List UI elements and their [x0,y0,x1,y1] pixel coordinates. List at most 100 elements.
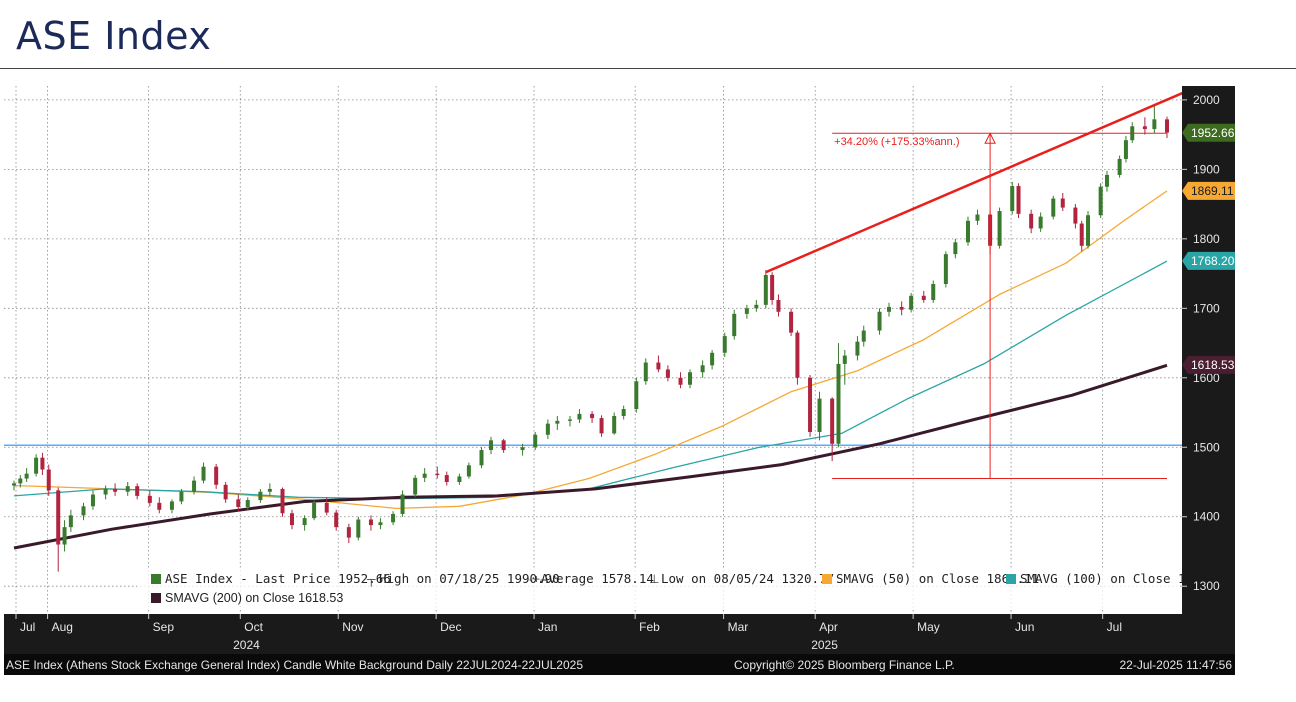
candle-body [488,440,493,451]
candle-body [710,352,715,366]
candle-body [842,355,847,364]
candle-body [763,274,768,305]
candle-body [931,284,936,300]
legend-text: Average 1578.14 [541,571,654,586]
candle-body [808,377,813,432]
candle-body [435,473,440,476]
candle-body [744,308,749,314]
legend-swatch-sma50 [822,574,832,584]
candle-body [1073,207,1078,224]
candle-body [899,306,904,310]
candle-body [1123,140,1128,159]
candle-body [1117,158,1122,175]
legend-text: ASE Index - Last Price 1952.66 [165,571,391,586]
candle-body [391,513,396,523]
candle-body [795,332,800,378]
price-tag-last [1182,123,1235,142]
candle-body [56,490,61,545]
candle-body [46,469,51,491]
candle-body [400,494,405,514]
footer-left: ASE Index (Athens Stock Exchange General… [6,658,583,672]
candle-body [836,363,841,444]
candle-body [169,501,174,510]
candle-body [533,434,538,448]
candle-body [732,313,737,337]
candle-body [688,372,693,385]
candle-body [1051,198,1056,217]
price-chart[interactable]: +34.20% (+175.33%ann.) ASE Index - Last … [4,86,1235,675]
candle-body [62,527,67,545]
candle-body [147,495,152,503]
x-tick-label: Jul [20,620,35,634]
candle-body [678,377,683,385]
candle-body [520,447,525,451]
candle-body [422,473,427,478]
candle-body [457,476,462,482]
candle-body [909,295,914,310]
chart-container[interactable]: +34.20% (+175.33%ann.) ASE Index - Last … [4,86,1235,675]
candle-body [965,220,970,243]
x-year-label: 2025 [811,638,838,652]
candle-body [1104,174,1109,187]
candle-body [722,336,727,353]
candle-body [34,457,39,474]
candle-body [599,418,604,434]
candle-body [577,413,582,420]
legend-text: High on 07/18/25 1990.90 [379,571,560,586]
candle-body [545,423,550,435]
candle-body [1010,186,1015,212]
candle-body [103,488,108,495]
y-tick-label: 1500 [1193,440,1220,454]
candle-body [346,527,351,538]
candle-body [789,311,794,333]
y-tick-label: 2000 [1193,93,1220,107]
legend: ASE Index - Last Price 1952.66┬ High on 0… [137,568,1231,610]
candle-body [125,486,130,492]
candle-body [1060,198,1065,208]
candle-body [943,254,948,284]
candle-body [817,398,822,432]
trend-line [765,90,1187,274]
candle-body [501,440,506,451]
candle-body [921,295,926,300]
candle-body [113,488,118,492]
candle-body [334,512,339,528]
candle-body [1152,119,1157,130]
candle-body [40,457,45,470]
sma200-line [13,363,1168,550]
candle-body [887,306,892,312]
plot-background [4,86,1182,614]
candle-body [24,473,29,479]
candle-body [289,513,294,526]
candle-body [223,484,228,500]
x-tick-label: Aug [52,620,73,634]
candle-body [157,502,162,510]
page-title: ASE Index [16,14,212,58]
legend-icon-avg: -+- [529,572,544,586]
candle-body [356,519,361,538]
candle-body [555,420,560,424]
legend-icon-high: ┬ [366,572,376,587]
title-divider [0,68,1296,69]
candles [12,106,1169,572]
candle-body [1079,223,1084,246]
candle-body [855,341,860,356]
candle-body [861,330,866,342]
candle-body [1029,213,1034,229]
candle-body [997,211,1002,246]
y-tick-label: 1900 [1193,162,1220,176]
candle-body [378,522,383,526]
x-tick-label: Nov [342,620,363,634]
x-tick-label: Jun [1015,620,1034,634]
x-tick-label: Jan [538,620,557,634]
x-tick-label: May [917,620,940,634]
candle-body [444,475,449,482]
candle-body [1165,119,1169,133]
candle-body [324,502,329,513]
candle-body [776,299,781,312]
footer-right: 22-Jul-2025 11:47:56 [1119,658,1232,672]
candle-body [621,409,626,416]
candle-body [1016,186,1021,214]
candle-body [590,413,595,419]
y-tick-label: 1300 [1193,579,1220,593]
